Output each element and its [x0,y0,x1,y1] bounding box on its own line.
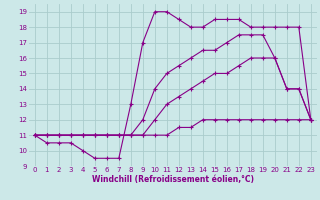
X-axis label: Windchill (Refroidissement éolien,°C): Windchill (Refroidissement éolien,°C) [92,175,254,184]
